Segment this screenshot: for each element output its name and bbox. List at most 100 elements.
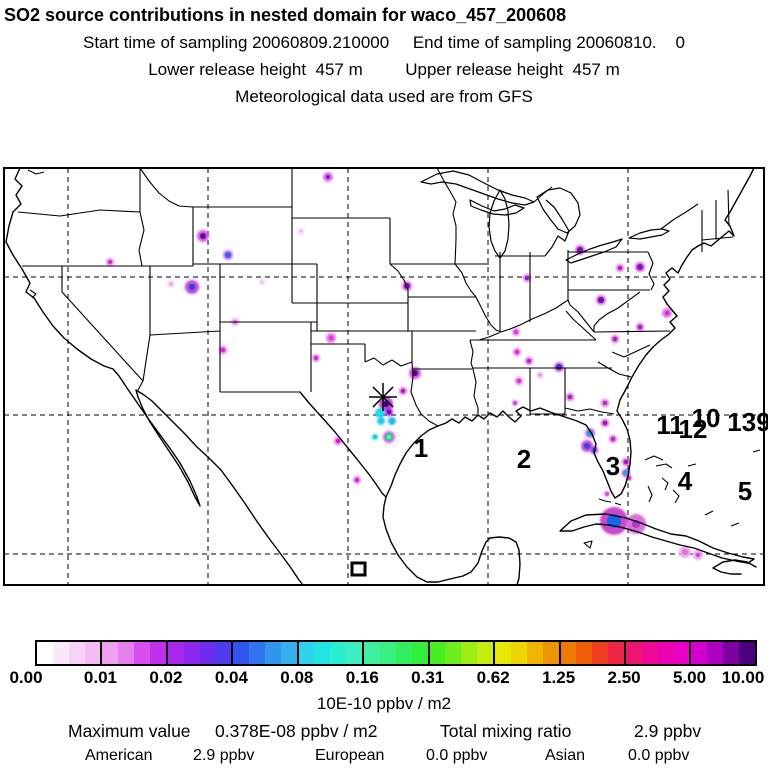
concentration-spot-core [517,379,521,383]
colorbar-cell [215,642,232,664]
asian-value: 0.0 ppbv [628,747,690,764]
concentration-spot-core [682,549,688,555]
concentration-spot-core [624,471,628,475]
concentration-spot-core [261,281,263,283]
colorbar-tick: 0.00 [9,668,43,687]
colorbar-cell [265,642,281,664]
hispaniola-outline [712,559,757,575]
concentration-spot-core [377,410,383,416]
colorbar-cell [477,642,494,664]
concentration-spot-core [556,364,562,370]
colorbar-cell [641,642,658,664]
colorbar-cell [231,642,250,664]
colorbar-cell [558,642,577,664]
markers-layer [350,383,397,577]
colorbar-cell [199,642,216,664]
region-number: 3 [606,451,620,481]
region-number: 2 [517,444,531,474]
colorbar-cell [380,642,396,664]
colorbar-cell [100,642,119,664]
square-marker [350,561,367,577]
cuba-outline [559,513,755,564]
release-heights-line: Lower release height 457 m Upper release… [148,60,620,79]
colorbar-tick: 0.62 [476,668,510,687]
concentration-spot-core [514,330,518,334]
concentration-spot-core [584,443,590,449]
colorbar-cell [84,642,101,664]
concentration-spot-core [539,374,541,376]
concentration-spot-core [326,175,330,179]
concentration-spot-core [513,401,517,405]
concentration-spot-core [605,492,609,496]
colorbar-cell [673,642,690,664]
sampling-times-line: Start time of sampling 20060809.210000 E… [83,33,685,52]
colorbar-tick-labels: 0.00 0.01 0.02 0.04 0.08 0.16 0.31 0.62 1.25 2.50… [0,668,768,690]
colorbar-cell [68,642,85,664]
concentration-spot-core [611,437,615,441]
colorbar [35,640,757,666]
concentration-spot-core [355,478,359,482]
concentration-spot-core [568,395,572,399]
colorbar-cell [427,642,446,664]
concentration-spot-core [108,260,112,264]
colorbar-cell [623,642,642,664]
source-star-marker [369,383,397,411]
colorbar-cell [118,642,135,664]
european-value: 0.0 ppbv [426,747,488,764]
concentration-spot-core [379,419,383,423]
total-ratio-label: Total mixing ratio [440,721,572,741]
colorbar-cell [657,642,674,664]
concentration-spot-core [525,276,529,280]
concentration-spot-core [373,435,377,439]
rio-grande-gulf-yucatan [299,391,521,586]
concentration-spot-core [225,252,231,258]
islands-details [27,169,761,549]
colorbar-tick: 10.00 [721,668,765,687]
colorbar-cell [183,642,200,664]
colorbar-cell [346,642,363,664]
asian-label: Asian [545,747,586,764]
concentration-spot-core [221,348,225,352]
region-number: 12 [679,414,708,444]
concentration-spot-core [603,401,607,405]
colorbar-cell [395,642,412,664]
concentration-spot-core [665,311,669,315]
colorbar-cell [738,642,755,664]
concentration-spot-core [329,336,333,340]
region-number: 11 [656,410,684,440]
colorbar-cell [493,642,511,664]
colorbar-cell [249,642,266,664]
colorbar-cell [296,642,315,664]
colorbar-tick: 2.50 [607,668,641,687]
colorbar-cell [150,642,166,664]
region-number: 5 [738,476,752,506]
colorbar-units-label: 10E-10 ppbv / m2 [316,694,452,713]
total-ratio-value: 2.9 ppbv [634,721,702,741]
colorbar-cell [165,642,184,664]
colorbar-tick: 0.02 [149,668,183,687]
concentration-spot-core [515,350,519,354]
colorbar-cell [576,642,593,664]
concentration-spot-core [696,553,700,557]
colorbar-cell [707,642,724,664]
colorbar-cell [411,642,428,664]
page-title: SO2 source contributions in nested domai… [4,5,567,25]
colorbar-cell [592,642,609,664]
met-data-line: Meteorological data used are from GFS [235,87,533,106]
us-gulf-atlantic-coast [385,167,755,499]
concentration-spot-core [412,370,418,376]
colorbar-tick: 1.25 [542,668,576,687]
concentration-spot-core [613,337,617,341]
concentration-spot-core [390,419,394,423]
concentration-spot-core [527,359,531,363]
concentration-spot-core [336,439,340,443]
state-boundaries [17,167,734,427]
concentration-spot-core [300,230,302,232]
concentration-spot-core [598,297,604,303]
concentration-spot-core [200,233,206,239]
map-frame [3,167,765,586]
concentration-spot-core [314,356,318,360]
